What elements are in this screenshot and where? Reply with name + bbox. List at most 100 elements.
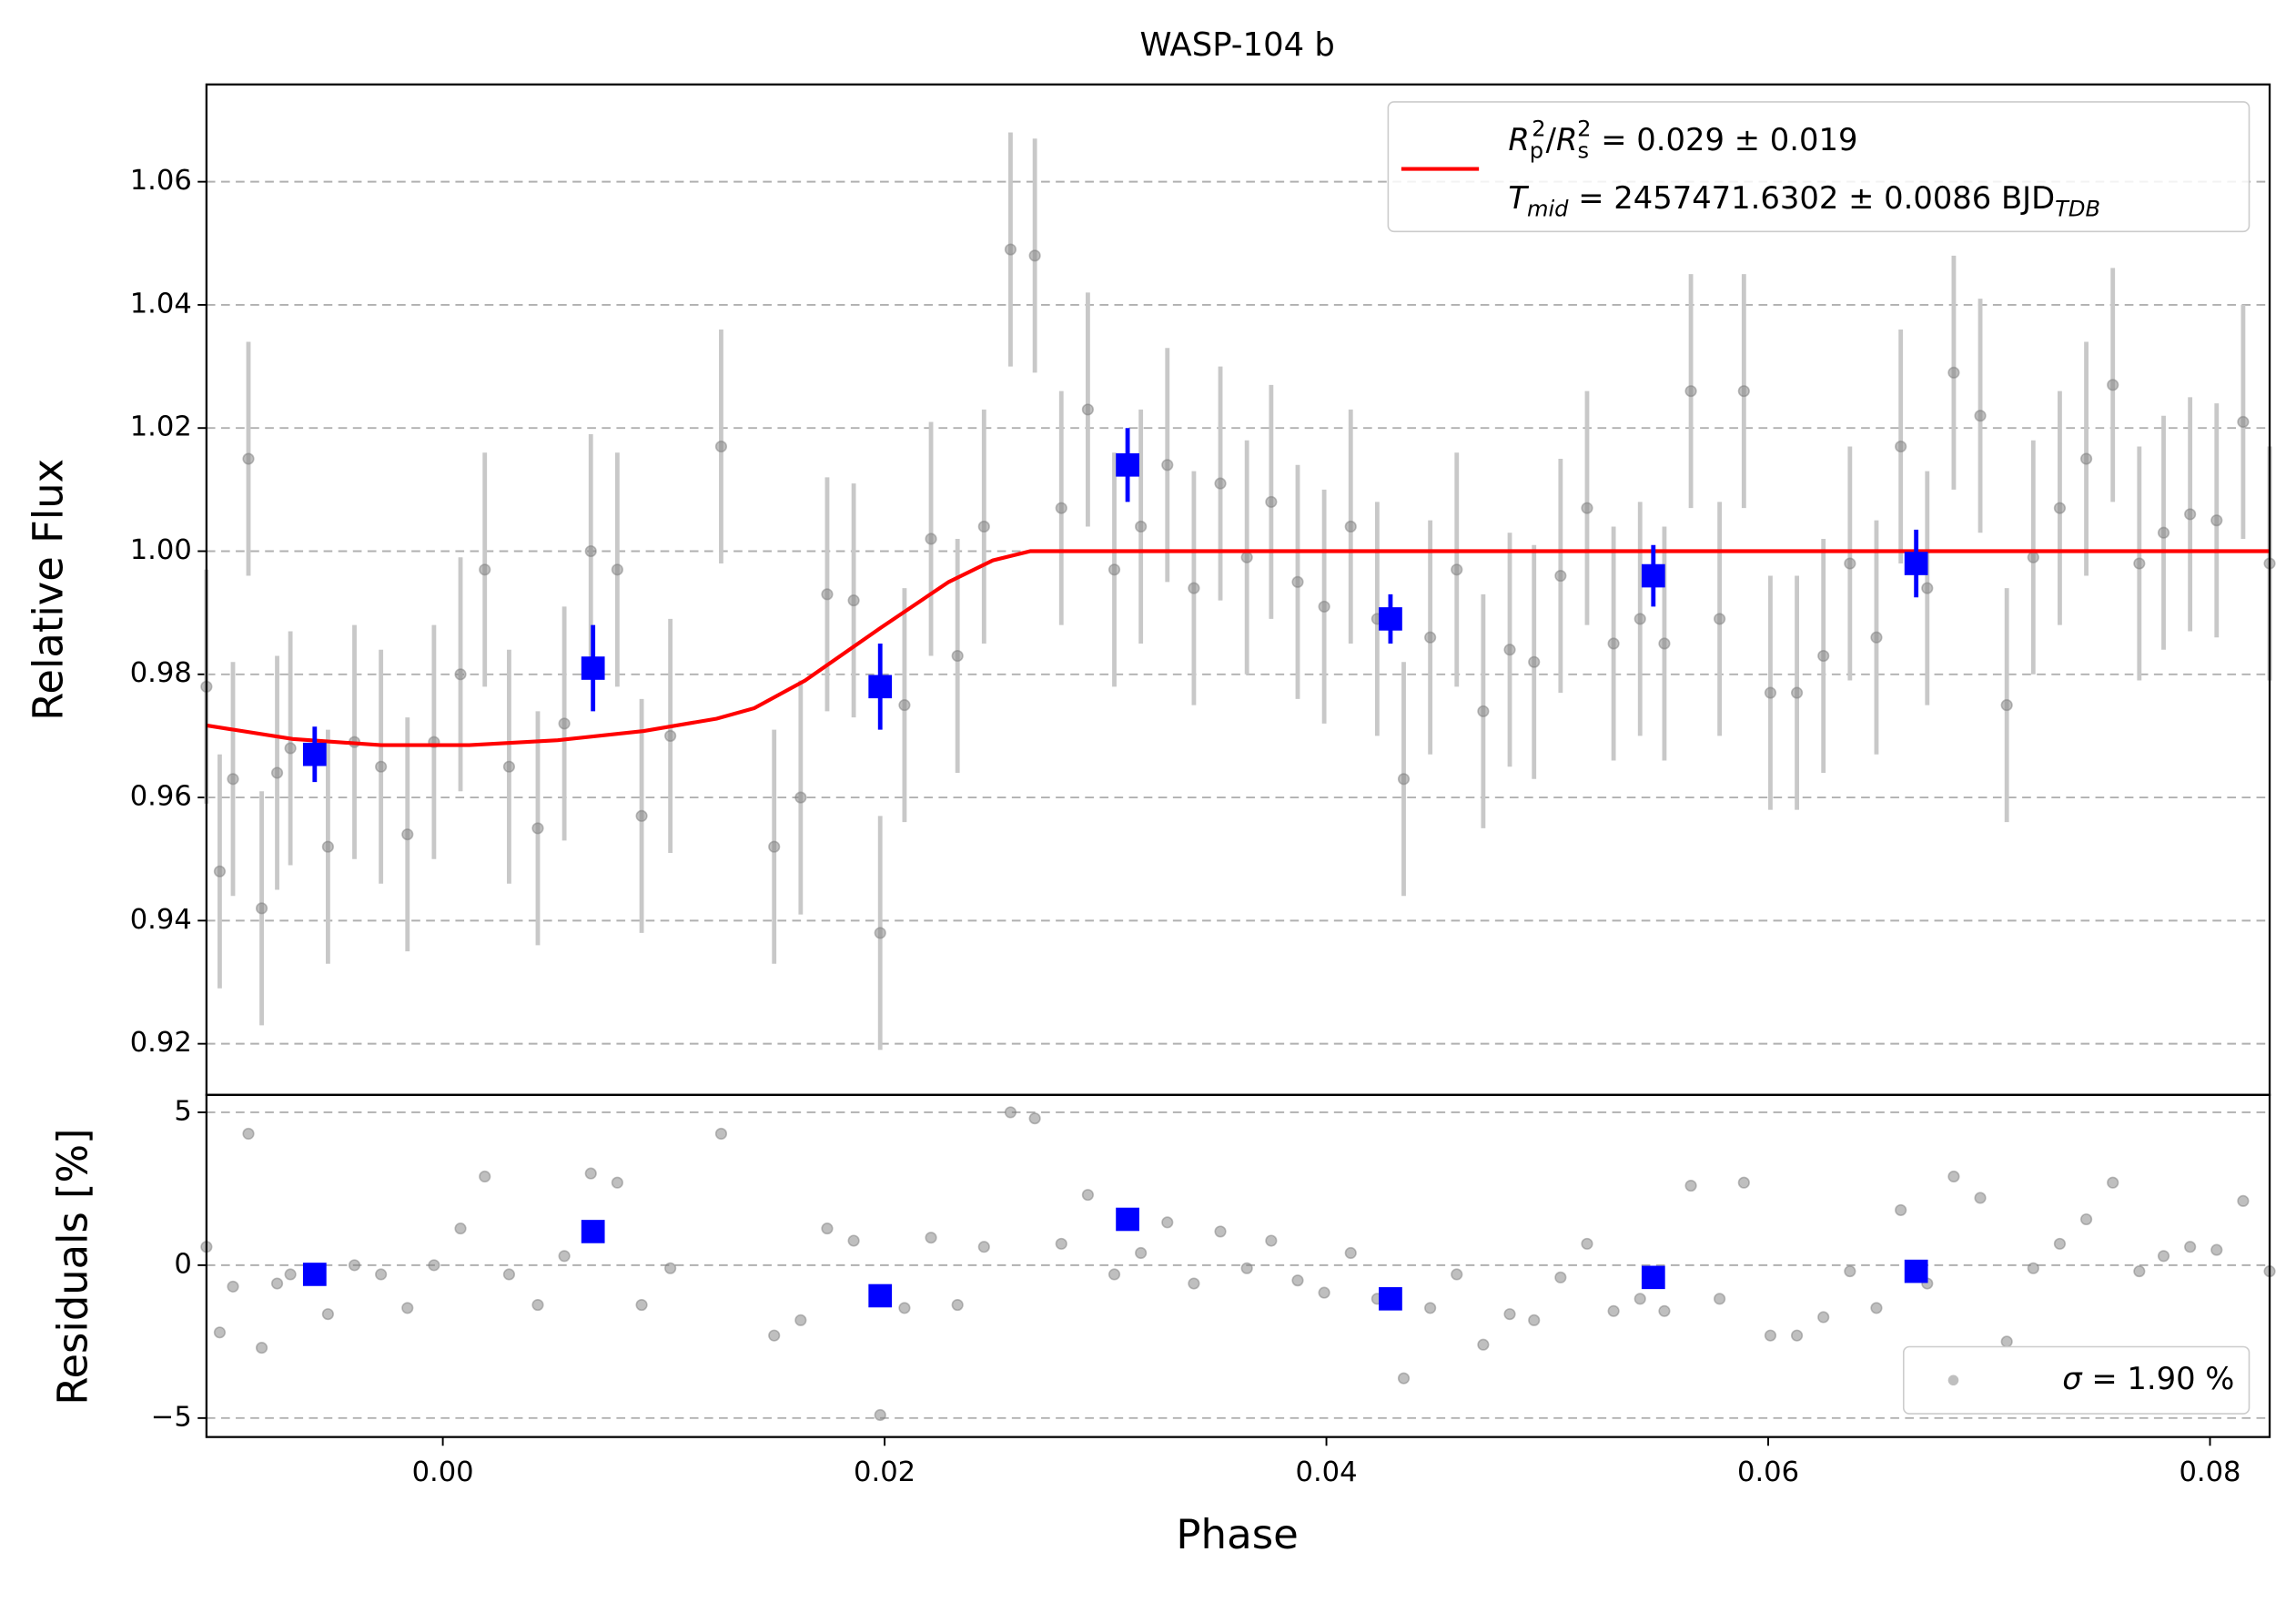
data-point (479, 1170, 491, 1183)
data-point (2053, 1237, 2067, 1250)
legend-text: R (1508, 122, 1529, 157)
data-point (794, 791, 807, 804)
data-point (1581, 1237, 1593, 1250)
data-point (1055, 502, 1067, 514)
data-point (611, 1176, 623, 1189)
data-point (714, 440, 728, 453)
data-point (611, 563, 623, 576)
data-point (1790, 686, 1804, 699)
chart-title: WASP-104 b (1139, 26, 1334, 64)
binned-point (1641, 1265, 1665, 1290)
data-point (1947, 1170, 1960, 1183)
x-tick-label: 0.00 (412, 1456, 474, 1488)
data-point (1451, 1268, 1463, 1281)
data-point (1947, 366, 1960, 379)
y-axis-label: Relative Flux (24, 459, 72, 721)
data-point (584, 544, 597, 558)
data-point (2157, 526, 2170, 539)
data-point (1817, 1311, 1830, 1324)
legend-text: T (1508, 180, 1529, 216)
data-point (1397, 773, 1411, 786)
data-point (1188, 582, 1200, 594)
data-point (1633, 1293, 1646, 1305)
data-point (1658, 637, 1671, 650)
data-point (1291, 575, 1304, 588)
data-point (898, 1302, 911, 1314)
data-point (227, 1280, 239, 1293)
legend-text: = 0.029 ± 0.019 (1592, 122, 1858, 157)
binned-point (868, 675, 893, 699)
data-point (255, 1342, 268, 1354)
data-point (502, 760, 516, 773)
legend-text: p (1530, 137, 1543, 163)
data-point (502, 1268, 516, 1281)
data-point (401, 1302, 414, 1314)
data-point (714, 1127, 728, 1141)
data-point (1658, 1304, 1671, 1317)
legend-text: s (1577, 137, 1589, 163)
binned-point (302, 742, 327, 766)
binned-point (1904, 1259, 1928, 1283)
legend-text: R (1556, 122, 1577, 157)
data-point (1265, 495, 1278, 508)
data-point (1870, 631, 1883, 644)
y-tick-label: 0.98 (130, 657, 192, 689)
data-point (1240, 1262, 1253, 1274)
data-point (664, 1262, 677, 1274)
data-point (2237, 1194, 2250, 1207)
data-point (1081, 403, 1094, 416)
data-point (1844, 557, 1856, 570)
data-point (1108, 1268, 1121, 1281)
legend-text: 2 (1577, 116, 1591, 141)
data-point (951, 1298, 964, 1312)
data-point (925, 1232, 937, 1244)
data-point (2107, 379, 2119, 391)
data-point (2107, 1176, 2119, 1189)
data-point (2237, 415, 2250, 429)
data-point (1028, 249, 1041, 262)
data-point (558, 717, 571, 730)
data-point (1607, 1304, 1620, 1317)
data-point (821, 588, 834, 601)
data-point (1895, 440, 1907, 453)
data-point (635, 1298, 648, 1312)
data-point (1161, 459, 1174, 472)
data-point (227, 773, 239, 786)
binned-point (1641, 563, 1665, 588)
data-point (1188, 1277, 1200, 1290)
binned-point (581, 656, 605, 680)
data-point (1318, 1286, 1330, 1299)
x-tick-label: 0.04 (1296, 1456, 1358, 1488)
data-point (664, 729, 677, 742)
legend-text: / (1546, 122, 1557, 157)
data-point (1161, 1216, 1174, 1229)
data-point (847, 1234, 860, 1247)
binned-point (1904, 552, 1928, 575)
legend-text: = 1.90 % (2082, 1361, 2235, 1396)
binned-point (1379, 607, 1402, 631)
data-point (768, 840, 781, 853)
data-point (454, 1223, 467, 1235)
data-point (348, 1259, 361, 1272)
data-point (1633, 613, 1646, 625)
data-point (1477, 705, 1490, 717)
data-point (1607, 637, 1620, 650)
legend-box (1902, 1345, 2250, 1415)
legend-label: Tmid = 2457471.6302 ± 0.0086 BJDTDB (1508, 180, 2100, 222)
data-point (2133, 1265, 2146, 1278)
data-point (321, 840, 334, 853)
data-point (1291, 1274, 1304, 1287)
data-point (213, 865, 227, 878)
legend-swatch (1947, 1375, 1959, 1386)
legend-text: σ (2062, 1361, 2083, 1396)
binned-point (581, 1220, 605, 1243)
data-point (1817, 649, 1830, 663)
data-point (1503, 644, 1516, 656)
data-point (2000, 1335, 2013, 1348)
data-point (1135, 1246, 1148, 1260)
data-point (2210, 514, 2223, 527)
data-point (1081, 1189, 1094, 1202)
data-point (1974, 1192, 1987, 1204)
data-point (2133, 557, 2146, 570)
data-point (375, 760, 388, 773)
